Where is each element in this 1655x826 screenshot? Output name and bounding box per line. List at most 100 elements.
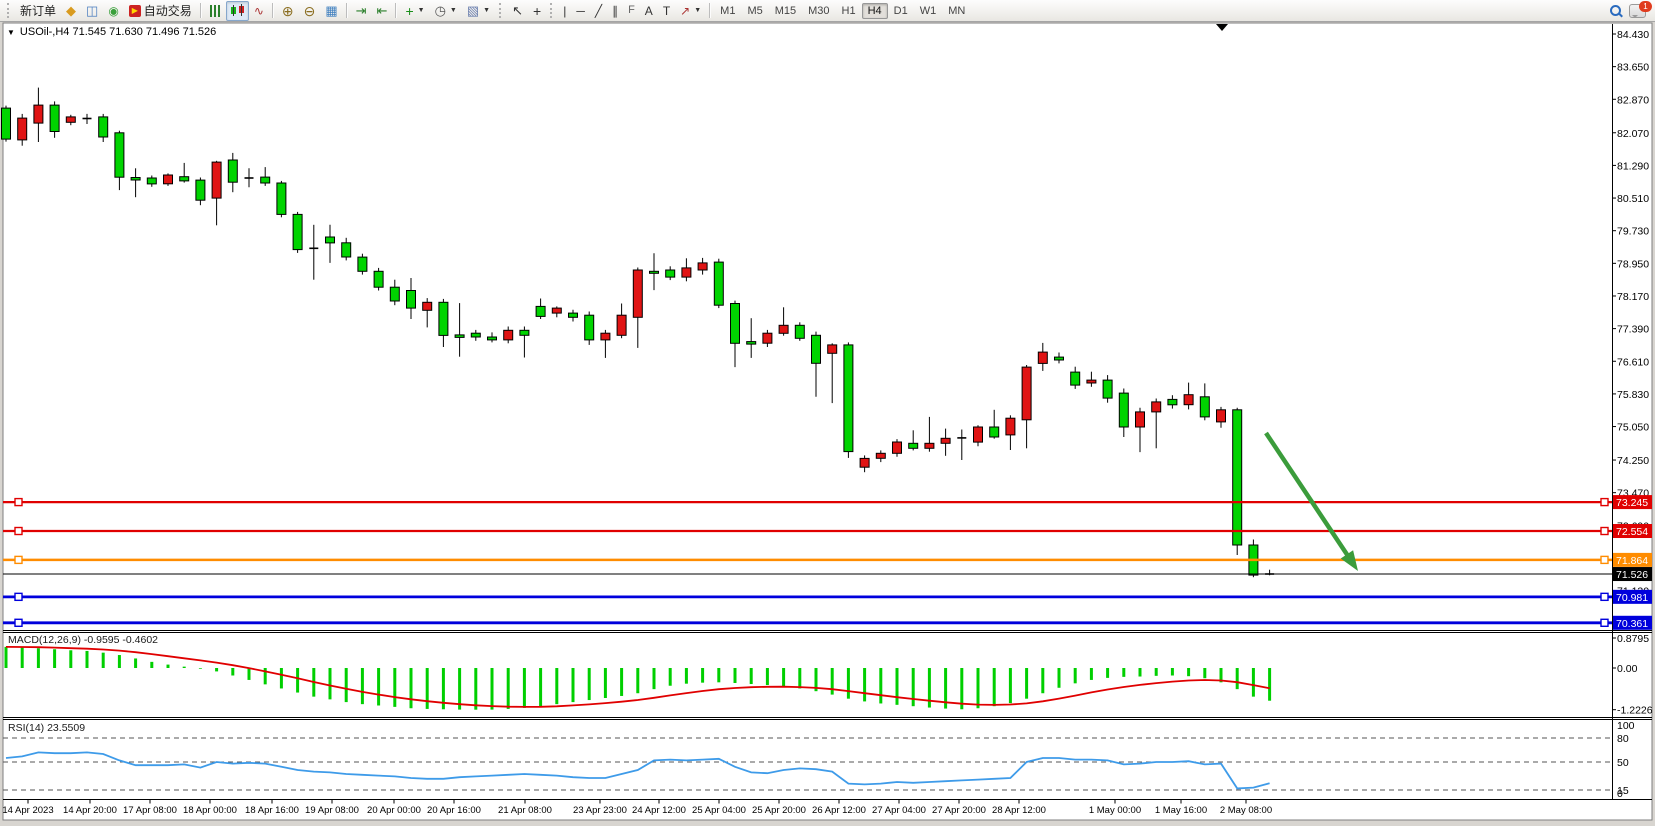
candlestick bbox=[811, 334, 821, 364]
text-button[interactable]: A bbox=[640, 1, 658, 21]
new-order-button-label: 新订单 bbox=[20, 4, 57, 18]
time-marker-icon bbox=[1216, 24, 1228, 31]
chat-icon[interactable]: 1 bbox=[1629, 0, 1652, 18]
candlestick bbox=[681, 267, 692, 278]
candlestick bbox=[163, 174, 173, 185]
line-chart-button[interactable]: ∿ bbox=[249, 1, 269, 21]
candlestick bbox=[1021, 366, 1032, 421]
zoom-in-button[interactable]: ⊕ bbox=[277, 1, 299, 21]
price-label-chip bbox=[1613, 615, 1652, 630]
toolbar-grip bbox=[499, 3, 503, 18]
line-handle[interactable] bbox=[1600, 497, 1609, 507]
auto-trading-button[interactable]: ▶ 自动交易 bbox=[124, 1, 197, 21]
price-tick-label: 78.170 bbox=[1617, 291, 1649, 303]
timeframe-w1[interactable]: W1 bbox=[919, 4, 937, 17]
line-handle[interactable] bbox=[14, 618, 23, 627]
toolbar-grip bbox=[550, 3, 554, 18]
equidistant-channel-button[interactable]: ∥ bbox=[607, 1, 623, 21]
line-handle[interactable] bbox=[1600, 526, 1609, 536]
toolbar-separator bbox=[395, 3, 398, 18]
auto-scroll-button[interactable]: ⇥ bbox=[351, 1, 372, 21]
price-tick-label: 75.050 bbox=[1617, 422, 1649, 434]
line-handle[interactable] bbox=[1600, 592, 1609, 602]
timeframe-m1[interactable]: M1 bbox=[720, 4, 736, 17]
timeframe-m30[interactable]: M30 bbox=[808, 4, 830, 17]
candlestick bbox=[762, 332, 773, 344]
candlestick bbox=[1151, 401, 1162, 413]
macd-indicator-label: MACD(12,26,9) -0.9595 -0.4602 bbox=[8, 634, 158, 646]
candlestick bbox=[1135, 411, 1145, 428]
chart-shift-button[interactable]: ⇤ bbox=[372, 1, 393, 21]
trend-arrow-head[interactable] bbox=[1340, 550, 1358, 571]
tile-windows-button[interactable]: ▦ bbox=[320, 1, 342, 21]
toolbar-right: 1 bbox=[1610, 0, 1652, 18]
profiles-button[interactable]: ◫ bbox=[81, 1, 103, 21]
candlestick bbox=[276, 182, 287, 215]
time-axis-label: 28 Apr 12:00 bbox=[992, 805, 1046, 816]
rsi-scale-label: 15 bbox=[1617, 785, 1629, 797]
chart-client-area bbox=[2, 22, 1653, 821]
toolbar-separator bbox=[199, 3, 202, 18]
timeframe-m5[interactable]: M5 bbox=[747, 4, 763, 17]
candlestick bbox=[665, 269, 676, 278]
candlestick bbox=[843, 344, 854, 453]
vertical-line-button[interactable]: | bbox=[558, 1, 571, 21]
timeframe-d1[interactable]: D1 bbox=[893, 4, 908, 17]
rsi-scale-label: 0 bbox=[1617, 788, 1623, 800]
line-handle[interactable] bbox=[1600, 555, 1609, 565]
candlestick bbox=[341, 242, 352, 258]
signals-button[interactable]: ◉ bbox=[103, 1, 123, 21]
horizontal-line-button[interactable]: ─ bbox=[571, 1, 590, 21]
candlestick bbox=[713, 261, 724, 306]
rsi-indicator-label: RSI(14) 23.5509 bbox=[8, 722, 86, 734]
candlestick bbox=[65, 116, 76, 123]
time-axis-label: 21 Apr 08:00 bbox=[498, 805, 552, 816]
symbol-dropdown-icon[interactable]: ▼ bbox=[7, 27, 15, 37]
crosshair-button[interactable]: + bbox=[528, 1, 546, 21]
cursor-button[interactable]: ↖ bbox=[507, 1, 528, 21]
candlestick bbox=[227, 159, 238, 183]
price-label-chip-text: 71.864 bbox=[1616, 555, 1648, 567]
timeframe-h1[interactable]: H1 bbox=[841, 4, 856, 17]
dropdown-caret-icon: ▼ bbox=[449, 7, 457, 14]
new-chart-button[interactable]: ◆ bbox=[61, 1, 81, 21]
trend-arrow[interactable] bbox=[1264, 431, 1355, 564]
price-tick-label: 78.950 bbox=[1617, 258, 1649, 270]
arrows-button[interactable]: ↗ ▼ bbox=[675, 1, 706, 21]
price-label-chip-text: 70.981 bbox=[1616, 592, 1648, 604]
timeframe-mn[interactable]: MN bbox=[948, 4, 966, 17]
periods-button[interactable]: ◷ ▼ bbox=[430, 1, 462, 21]
indicators-button[interactable]: + ▼ bbox=[400, 1, 429, 21]
price-label-chip bbox=[1613, 495, 1652, 510]
new-chart-icon: ◆ bbox=[66, 3, 77, 18]
timeframe-h4[interactable]: H4 bbox=[861, 2, 888, 19]
zoom-out-button[interactable]: ⊖ bbox=[299, 1, 321, 21]
candlestick bbox=[973, 426, 983, 443]
timeframe-m15[interactable]: M15 bbox=[774, 4, 797, 17]
new-order-button[interactable]: 新订单 bbox=[15, 1, 61, 21]
line-handle[interactable] bbox=[14, 526, 23, 536]
candle-chart-button[interactable] bbox=[225, 0, 249, 21]
candlestick bbox=[292, 213, 303, 251]
templates-button[interactable]: ▧ ▼ bbox=[462, 1, 495, 21]
search-icon[interactable] bbox=[1610, 5, 1621, 16]
zoom-out-icon: ⊖ bbox=[303, 2, 316, 19]
time-axis-label: 18 Apr 16:00 bbox=[245, 805, 299, 816]
trendline-button[interactable]: ╱ bbox=[590, 1, 607, 21]
line-handle[interactable] bbox=[14, 497, 23, 507]
line-handle[interactable] bbox=[1600, 618, 1609, 627]
fibonacci-button[interactable]: F bbox=[623, 1, 640, 21]
candlestick bbox=[989, 426, 1000, 438]
dropdown-caret-icon: ▼ bbox=[417, 7, 425, 14]
candlestick bbox=[179, 176, 190, 182]
candlestick bbox=[746, 341, 757, 345]
macd-scale-label: 0.8795 bbox=[1617, 633, 1649, 645]
label-button[interactable]: T bbox=[658, 1, 675, 21]
candlestick bbox=[859, 457, 870, 468]
line-handle[interactable] bbox=[14, 555, 23, 565]
line-handle[interactable] bbox=[14, 592, 23, 602]
clock-icon: ◷ bbox=[434, 3, 446, 18]
arrows-icon: ↗ bbox=[680, 3, 691, 18]
bar-chart-button[interactable] bbox=[205, 1, 226, 21]
